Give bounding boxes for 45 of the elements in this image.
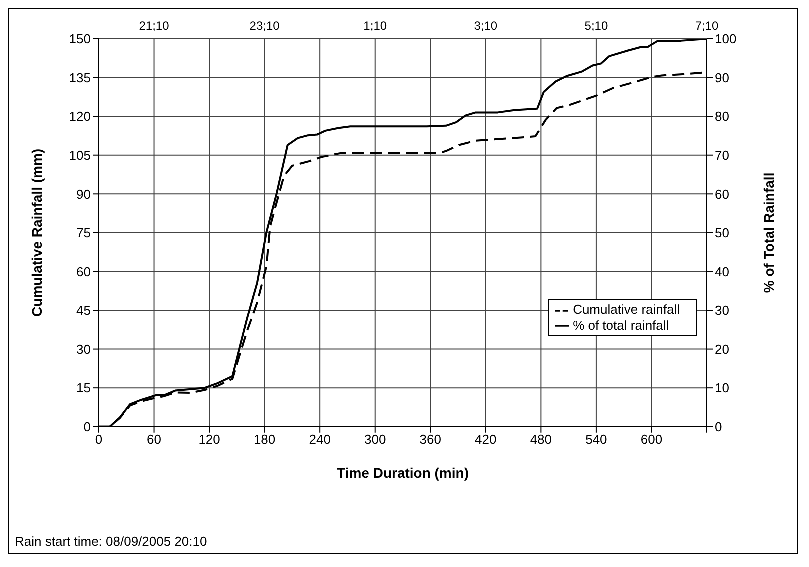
text: 5;10 bbox=[584, 19, 608, 33]
text: 7;10 bbox=[695, 19, 719, 33]
y-tick-label: 75 bbox=[76, 226, 91, 241]
y-axis-title: Cumulative Rainfall (mm) bbox=[28, 148, 45, 317]
y-tick-label: 15 bbox=[76, 380, 91, 396]
y2-tick-label: 10 bbox=[715, 380, 730, 396]
y-tick-label: 135 bbox=[69, 70, 91, 86]
y-tick-label: 150 bbox=[69, 32, 91, 47]
x-axis-title: Time Duration (min) bbox=[337, 464, 469, 481]
y-tick-label: 45 bbox=[76, 303, 91, 318]
y-tick-label: 120 bbox=[69, 109, 91, 124]
y-tick-label: 30 bbox=[76, 342, 91, 357]
x-tick-label: 540 bbox=[586, 432, 608, 448]
y2-tick-label: 80 bbox=[715, 109, 730, 124]
x-tick-label: 600 bbox=[640, 432, 663, 448]
legend-label: % of total rainfall bbox=[573, 318, 670, 333]
x-tick-label: 60 bbox=[147, 432, 162, 448]
y2-tick-label: 100 bbox=[715, 32, 737, 47]
y2-tick-label: 0 bbox=[715, 419, 722, 434]
text: 21;10 bbox=[139, 19, 170, 33]
text: Rain start time: 08/09/2005 20:10 bbox=[15, 534, 208, 549]
x-tick-label: 180 bbox=[254, 432, 276, 448]
x-tick-label: 120 bbox=[198, 432, 220, 448]
y2-axis-title: % of Total Rainfall bbox=[760, 172, 777, 294]
y-tick-label: 0 bbox=[84, 419, 91, 434]
y2-tick-label: 40 bbox=[715, 264, 730, 280]
x-tick-label: 0 bbox=[95, 432, 103, 448]
text: 1;10 bbox=[364, 19, 388, 33]
x-tick-label: 300 bbox=[364, 432, 386, 448]
y2-tick-label: 30 bbox=[715, 303, 730, 318]
legend-label: Cumulative rainfall bbox=[573, 302, 680, 317]
y-tick-label: 105 bbox=[69, 148, 91, 163]
y2-tick-label: 20 bbox=[715, 342, 730, 357]
x-tick-label: 240 bbox=[309, 432, 331, 448]
text: 23;10 bbox=[250, 19, 280, 33]
y-tick-label: 60 bbox=[76, 264, 91, 280]
text: 3;10 bbox=[474, 19, 498, 33]
y2-tick-label: 90 bbox=[715, 70, 730, 86]
y2-tick-label: 50 bbox=[715, 226, 730, 241]
y2-tick-label: 60 bbox=[715, 186, 730, 202]
x-tick-label: 420 bbox=[475, 432, 497, 448]
x-tick-label: 360 bbox=[420, 432, 442, 448]
y-tick-label: 90 bbox=[76, 186, 91, 202]
y2-tick-label: 70 bbox=[715, 148, 730, 163]
x-tick-label: 480 bbox=[530, 432, 552, 448]
